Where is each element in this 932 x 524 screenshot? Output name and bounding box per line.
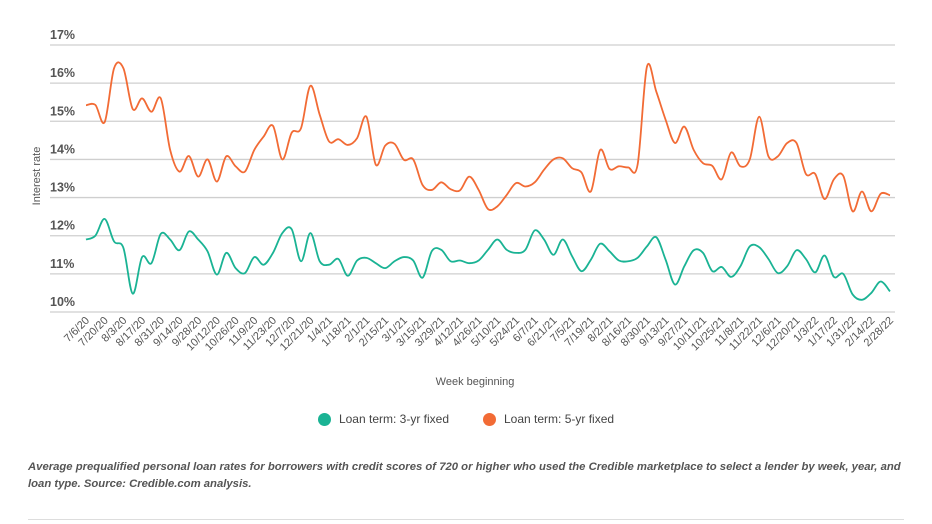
y-tick-label: 12% [50, 219, 75, 233]
series-lines [85, 61, 891, 301]
legend-item-5yr: Loan term: 5-yr fixed [483, 412, 614, 426]
legend-label-3yr: Loan term: 3-yr fixed [338, 412, 449, 426]
y-tick-label: 14% [50, 142, 75, 156]
legend: Loan term: 3-yr fixed Loan term: 5-yr fi… [0, 412, 932, 426]
x-axis-label: Week beginning [436, 376, 515, 388]
legend-marker-5yr [483, 412, 496, 426]
divider [28, 519, 904, 520]
legend-label-5yr: Loan term: 5-yr fixed [504, 412, 615, 426]
series-line-5yr [85, 61, 891, 213]
y-axis-label: Interest rate [31, 147, 43, 206]
x-tick-labels: 7/6/207/20/208/3/208/17/208/31/209/14/20… [62, 315, 896, 354]
series-line-3yr [85, 218, 891, 301]
y-tick-labels: 10% 11% 12% 13% 14% 15% 16% 17% [50, 28, 75, 309]
legend-marker-3yr [317, 412, 331, 426]
y-tick-label: 15% [50, 104, 75, 118]
y-tick-label: 13% [50, 181, 75, 195]
chart-caption: Average prequalified personal loan rates… [28, 461, 901, 490]
y-tick-label: 17% [50, 28, 75, 42]
y-tick-label: 16% [50, 66, 75, 80]
y-tick-label: 10% [50, 295, 75, 309]
line-chart: 10% 11% 12% 13% 14% 15% 16% 17% 7/6/207/20/208/… [31, 28, 896, 388]
y-tick-label: 11% [50, 257, 74, 271]
legend-item-3yr: Loan term: 3-yr fixed [317, 412, 449, 426]
